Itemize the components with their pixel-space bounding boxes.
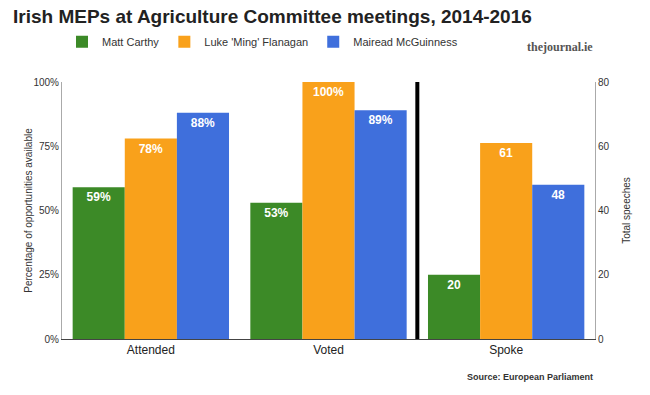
svg-text:100%: 100% <box>33 77 59 88</box>
svg-text:48: 48 <box>551 188 565 202</box>
svg-text:80: 80 <box>598 77 610 88</box>
svg-text:Voted: Voted <box>313 343 344 357</box>
svg-text:0: 0 <box>598 334 604 345</box>
svg-text:Source: European Parliament: Source: European Parliament <box>467 372 593 382</box>
svg-text:Percentage of opportunities av: Percentage of opportunities available <box>23 128 34 293</box>
svg-text:88%: 88% <box>191 116 215 130</box>
svg-text:Mairead McGuinness: Mairead McGuinness <box>353 36 457 48</box>
svg-text:75%: 75% <box>39 141 59 152</box>
svg-text:0%: 0% <box>45 334 60 345</box>
svg-text:20: 20 <box>598 269 610 280</box>
svg-text:thejournal.ie: thejournal.ie <box>527 40 593 54</box>
svg-text:Irish MEPs at Agriculture Comm: Irish MEPs at Agriculture Committee meet… <box>13 6 532 27</box>
svg-text:Total speeches: Total speeches <box>621 177 632 244</box>
svg-text:40: 40 <box>598 205 610 216</box>
svg-text:25%: 25% <box>39 269 59 280</box>
svg-text:53%: 53% <box>264 206 288 220</box>
svg-text:Matt Carthy: Matt Carthy <box>102 36 159 48</box>
svg-text:100%: 100% <box>313 85 344 99</box>
svg-text:20: 20 <box>447 278 461 292</box>
svg-text:Spoke: Spoke <box>489 343 523 357</box>
svg-text:59%: 59% <box>87 190 111 204</box>
svg-text:78%: 78% <box>139 142 163 156</box>
svg-text:50%: 50% <box>39 205 59 216</box>
svg-text:61: 61 <box>499 146 513 160</box>
svg-text:Attended: Attended <box>127 343 175 357</box>
svg-text:89%: 89% <box>368 113 392 127</box>
svg-text:Luke 'Ming' Flanagan: Luke 'Ming' Flanagan <box>204 36 308 48</box>
svg-text:60: 60 <box>598 141 610 152</box>
